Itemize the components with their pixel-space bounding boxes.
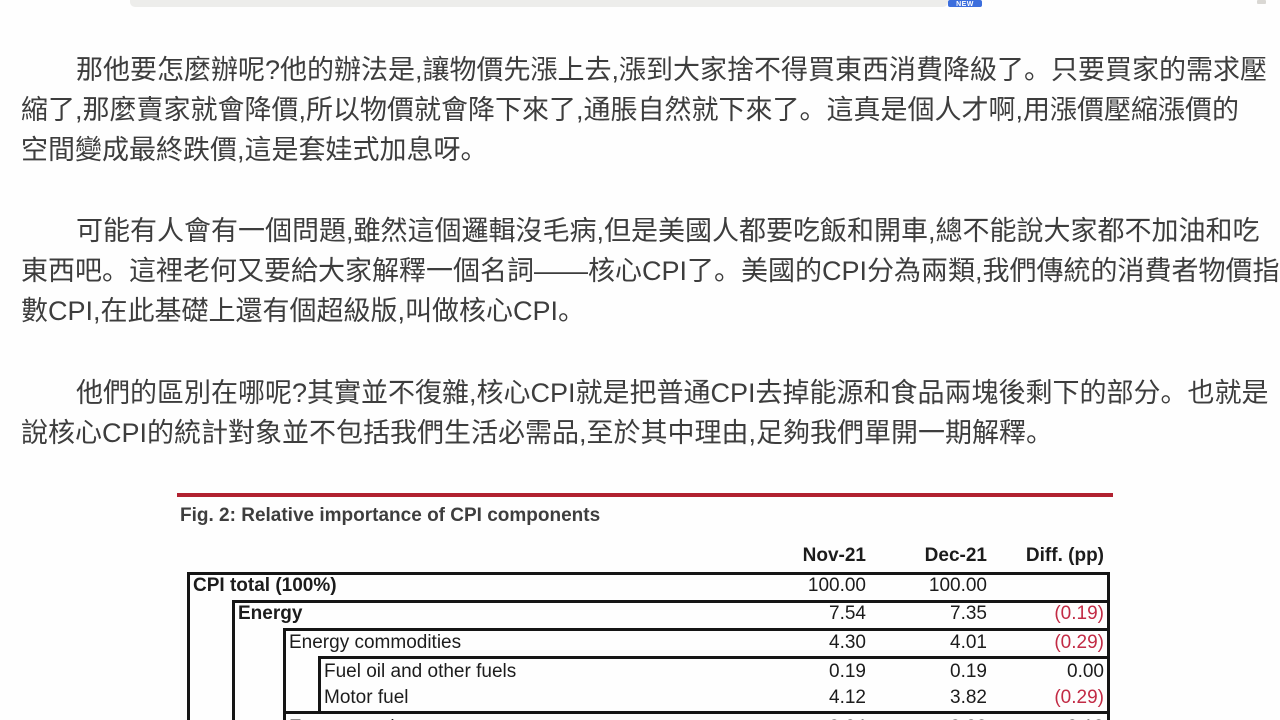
row-dec-value: 7.35: [950, 603, 987, 624]
row-diff-value: (0.19): [1054, 603, 1104, 624]
column-header-dec21: Dec-21: [924, 545, 987, 566]
paragraph-3-line-1: 他們的區別在哪呢?其實並不復雜,核心CPI就是把普通CPI去掉能源和食品兩塊後剩…: [76, 378, 1269, 408]
paragraph-3: 他們的區別在哪呢?其實並不復雜,核心CPI就是把普通CPI去掉能源和食品兩塊後剩…: [21, 373, 1269, 453]
row-nov-value: 4.12: [829, 687, 866, 708]
row-dec-value: 0.19: [950, 661, 987, 682]
table-row: Fuel oil and other fuels 0.19 0.19 0.00: [177, 658, 1113, 686]
row-dec-value: 4.01: [950, 632, 987, 653]
paragraph-2-line-2: 東西吧。這裡老何又要給大家解釋一個名詞——核心CPI了。美國的CPI分為兩類,我…: [21, 256, 1280, 286]
row-label: Fuel oil and other fuels: [324, 661, 517, 682]
row-nov-value: 100.00: [807, 575, 866, 596]
row-label: Energy services: [289, 714, 424, 720]
column-header-diff: Diff. (pp): [1025, 545, 1104, 566]
row-nov-value: 7.54: [829, 603, 866, 624]
paragraph-1-line-2: 縮了,那麼賣家就會降價,所以物價就會降下來了,通脹自然就下來了。這真是個人才啊,…: [21, 95, 1240, 125]
paragraph-2: 可能有人會有一個問題,雖然這個邏輯沒毛病,但是美國人都要吃飯和開車,總不能說大家…: [21, 211, 1280, 331]
row-diff-value: (0.29): [1054, 632, 1104, 653]
row-label: CPI total (100%): [193, 575, 337, 596]
table-row: CPI total (100%) 100.00 100.00: [177, 572, 1113, 600]
row-dec-value: 3.82: [950, 687, 987, 708]
row-diff-value: (0.29): [1054, 687, 1104, 708]
figure-top-rule: [177, 493, 1113, 497]
row-label: Energy commodities: [289, 632, 462, 653]
figure-caption: Fig. 2: Relative importance of CPI compo…: [180, 505, 601, 526]
new-badge: NEW: [948, 0, 982, 7]
row-dec-value: 100.00: [928, 575, 987, 596]
cpi-table: Nov-21 Dec-21 Diff. (pp) CPI total (100%…: [177, 490, 1113, 720]
table-row: Energy 7.54 7.35 (0.19): [177, 600, 1113, 628]
paragraph-1: 那他要怎麼辦呢?他的辦法是,讓物價先漲上去,漲到大家捨不得買東西消費降級了。只要…: [21, 50, 1268, 170]
paragraph-2-line-3: 數CPI,在此基礎上還有個超級版,叫做核心CPI。: [21, 296, 586, 326]
paragraph-3-line-2: 說核心CPI的統計對象並不包括我們生活必需品,至於其中理由,足夠我們單開一期解釋…: [21, 418, 1054, 448]
row-diff-value: 0.00: [1067, 661, 1104, 682]
browser-toolbar-strip: [130, 0, 948, 7]
row-label: Motor fuel: [324, 687, 409, 708]
row-nov-value: 0.19: [829, 661, 866, 682]
row-label: Energy: [238, 603, 303, 624]
figure-cpi-components: Fig. 2: Relative importance of CPI compo…: [177, 490, 1113, 720]
row-nov-value: 3.24: [766, 714, 866, 720]
table-box-energy-services: [283, 711, 1110, 720]
row-nov-value: 4.30: [829, 632, 866, 653]
column-header-nov21: Nov-21: [802, 545, 866, 566]
table-row: Energy commodities 4.30 4.01 (0.29): [177, 629, 1113, 657]
corner-glyph-icon: [1257, 0, 1266, 4]
row-dec-value: 3.33: [887, 714, 987, 720]
row-diff-value: 0.10: [984, 714, 1104, 720]
table-row: Motor fuel 4.12 3.82 (0.29): [177, 684, 1113, 712]
paragraph-2-line-1: 可能有人會有一個問題,雖然這個邏輯沒毛病,但是美國人都要吃飯和開車,總不能說大家…: [76, 216, 1260, 246]
paragraph-1-line-1: 那他要怎麼辦呢?他的辦法是,讓物價先漲上去,漲到大家捨不得買東西消費降級了。只要…: [76, 55, 1268, 85]
paragraph-1-line-3: 空間變成最終跌價,這是套娃式加息呀。: [21, 135, 488, 165]
table-row: Energy services 3.24 3.33 0.10: [177, 714, 1113, 720]
